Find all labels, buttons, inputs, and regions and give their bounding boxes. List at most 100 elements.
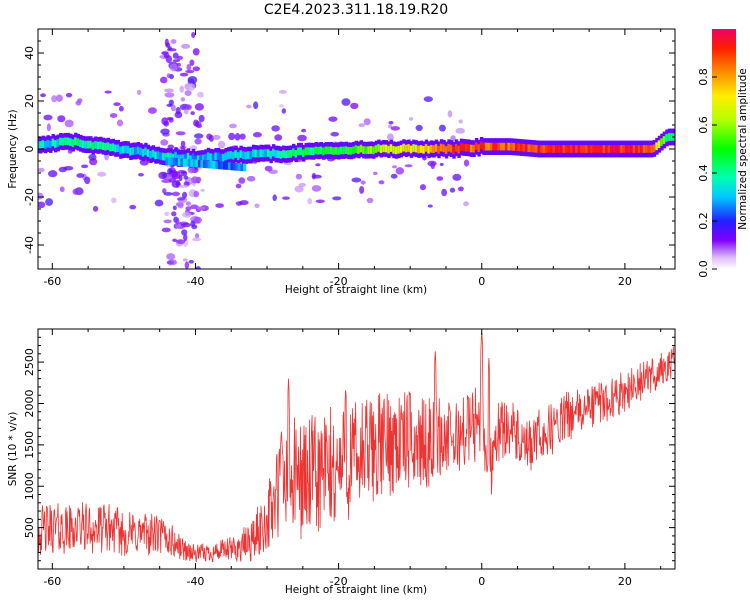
spectrogram-band-cell	[174, 151, 178, 160]
spectrogram-noise-blob	[113, 102, 121, 107]
y-tick-label: 1500	[23, 431, 36, 459]
spectrogram-band-cell	[236, 152, 241, 160]
spectrogram-secondary-band	[182, 158, 187, 167]
spectrogram-band-cell	[141, 148, 146, 157]
spectrogram-band-cell	[392, 145, 396, 154]
spectrogram-band-cell	[144, 147, 148, 156]
spectrogram-noise-blob	[185, 206, 192, 211]
spectrogram-band-cell	[201, 154, 206, 163]
spectrogram-band-cell	[249, 151, 253, 159]
spectrogram-secondary-band	[242, 163, 247, 172]
spectrogram-noise-blob	[311, 185, 322, 192]
spectrogram-band-cell	[264, 149, 268, 157]
spectrogram-band-cell	[545, 145, 549, 153]
spectrogram-band-cell	[229, 151, 233, 159]
spectrogram-noise-blob	[450, 135, 456, 142]
spectrogram-band-cell	[497, 142, 501, 151]
spectrogram-noise-blob	[212, 134, 221, 140]
spectrogram-band-cell	[324, 146, 328, 155]
spectrogram-secondary-band	[172, 157, 177, 166]
spectrogram-noise-blob	[118, 105, 124, 112]
spectrogram-noise-blob	[179, 72, 189, 77]
y-tick-label: 1000	[23, 472, 36, 500]
spectrogram-noise-blob	[264, 165, 273, 172]
spectrogram-noise-blob	[184, 261, 190, 269]
spectrogram-noise-blob	[189, 145, 198, 151]
spectrogram-band-cell	[241, 151, 246, 160]
spectrogram-band-cell	[477, 144, 481, 152]
spectrogram-noise-blob	[58, 166, 67, 173]
spectrogram-band-cell	[299, 147, 303, 156]
spectrogram-band-cell	[449, 144, 454, 153]
spectrogram-band-cell	[447, 143, 451, 152]
spectrogram-band-cell	[585, 145, 589, 153]
spectrogram-band-cell	[565, 145, 569, 153]
spectrogram-band-cell	[91, 142, 96, 150]
spectrogram-band-cell	[632, 145, 637, 153]
colorbar-tick-label: 0.8	[697, 68, 710, 86]
spectrogram-band-cell	[251, 149, 256, 157]
spectrogram-band-cell	[221, 153, 226, 162]
spectrogram-noise-blob	[185, 201, 191, 206]
spectrogram-secondary-band	[205, 160, 209, 169]
spectrogram-band-cell	[76, 138, 80, 147]
spectrogram-noise-blob	[148, 107, 157, 114]
spectrogram-noise-blob	[161, 51, 169, 56]
spectrogram-band-cell	[246, 151, 251, 159]
x-tick-label: -20	[330, 275, 348, 288]
spectrogram-band-cell	[494, 142, 499, 151]
spectrogram-noise-blob	[358, 123, 365, 128]
spectrogram-secondary-band	[220, 161, 224, 170]
spectrogram-band-cell	[572, 145, 576, 153]
spectrogram-noise-blob	[281, 108, 287, 114]
spectrogram-noise-blob	[183, 234, 188, 241]
spectrogram-band-cell	[119, 146, 123, 155]
spectrogram-band-cell	[322, 147, 326, 156]
spectrogram-band-cell	[294, 149, 298, 158]
spectrogram-band-cell	[281, 150, 286, 158]
spectrogram-band-cell	[66, 137, 70, 146]
spectrogram-band-cell	[209, 153, 213, 162]
spectrogram-noise-blob	[198, 114, 205, 123]
spectrogram-band-cell	[304, 147, 308, 156]
spectrogram-band-cell	[667, 133, 672, 141]
spectrogram-band-cell	[266, 149, 271, 157]
spectrogram-noise-blob	[186, 63, 192, 71]
spectrogram-band-cell	[670, 133, 674, 141]
spectrogram-band-cell	[214, 152, 218, 161]
spectrogram-secondary-band	[232, 162, 237, 171]
spectrogram-band-cell	[59, 137, 63, 146]
spectrogram-band-cell	[231, 151, 236, 160]
spectrogram-band-cell	[452, 146, 456, 155]
spectrogram-band-cell	[74, 137, 78, 145]
spectrogram-noise-blob	[172, 205, 177, 211]
spectrogram-noise-blob	[187, 76, 198, 84]
spectrogram-band-cell	[61, 137, 65, 146]
spectrogram-band-cell	[79, 139, 83, 148]
spectrogram-noise-blob	[234, 132, 241, 141]
spectrogram-band-cell	[509, 142, 514, 151]
spectrogram-band-cell	[412, 144, 416, 152]
spectrogram-noise-blob	[239, 200, 249, 206]
spectrogram-noise-blob	[423, 96, 433, 103]
spectrogram-band-cell	[552, 145, 556, 153]
spectrogram-noise-blob	[170, 104, 176, 112]
spectrogram-noise-blob	[457, 186, 464, 192]
spectrogram-noise-blob	[452, 173, 462, 181]
spectrogram-band-cell	[126, 145, 131, 154]
spectrogram-noise-blob	[177, 203, 184, 209]
spectrogram-noise-blob	[463, 159, 470, 167]
spectrogram-noise-blob	[176, 62, 181, 67]
spectrogram-noise-blob	[72, 188, 79, 195]
spectrogram-noise-blob	[188, 259, 194, 264]
spectrogram-band-cell	[595, 145, 599, 153]
spectrogram-band-cell	[600, 145, 604, 153]
spectrogram-band-cell	[261, 149, 266, 158]
spectrogram-noise-blob	[307, 197, 313, 205]
spectrogram-band-cell	[587, 145, 592, 153]
spectrogram-noise-blob	[197, 91, 204, 98]
spectrogram-noise-blob	[84, 176, 91, 185]
spectrogram-noise-blob	[183, 175, 189, 180]
spectrogram-noise-blob	[419, 184, 426, 191]
